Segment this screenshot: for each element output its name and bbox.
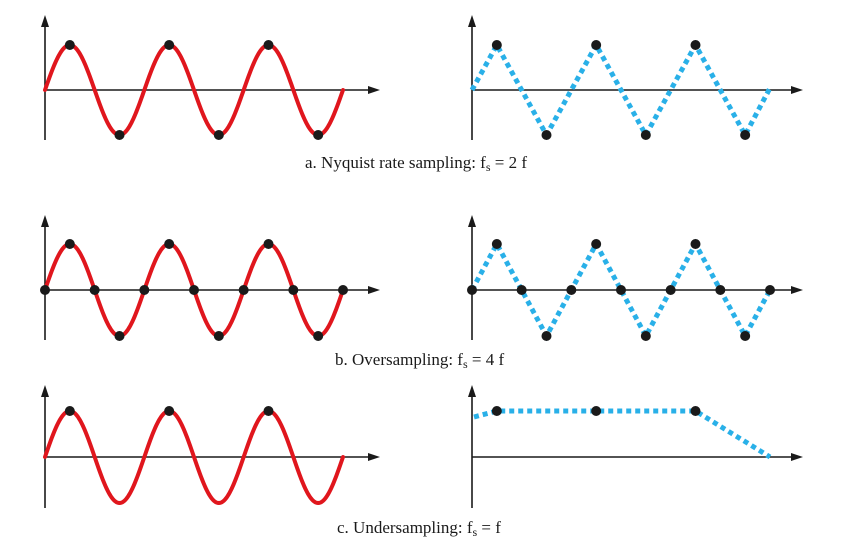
sample-point-right-1-11 [740,331,751,341]
sample-point-left-1-12 [338,285,348,295]
panel-1-original-y-arrow [41,215,49,227]
sample-point-right-1-6 [616,285,626,295]
sample-point-right-0-0 [491,40,502,50]
sample-point-right-0-2 [591,40,602,50]
sample-point-right-2-1 [591,406,602,416]
panel-2-original-y-arrow [41,385,49,397]
panel-0-reconstructed-y-arrow [468,15,476,27]
panel-0-original-x-arrow [368,86,380,94]
sample-point-left-0-2 [164,40,175,50]
sample-point-left-1-10 [288,285,299,295]
caption-undersampling: c. Undersampling: fs = f [337,518,501,539]
sample-point-left-1-6 [189,285,199,295]
sample-point-right-0-4 [690,40,701,50]
panel-1-reconstructed-x-arrow [791,286,803,294]
sample-point-right-1-9 [690,239,701,249]
panel-0-reconstructed-x-arrow [791,86,803,94]
caption-oversampling: b. Oversampling: fs = 4 f [335,350,505,371]
sample-point-left-0-5 [313,130,324,140]
sample-point-right-1-3 [541,331,552,341]
sample-point-right-1-10 [715,285,726,295]
sample-point-left-1-5 [164,239,175,249]
sample-point-right-0-1 [541,130,552,140]
sample-point-left-1-1 [64,239,75,249]
sample-point-left-1-4 [139,285,150,295]
sample-point-right-1-8 [665,285,676,295]
sample-point-right-1-4 [566,285,577,295]
sample-point-right-1-12 [765,285,775,295]
sample-point-left-2-1 [164,406,175,416]
sample-point-right-2-2 [690,406,701,416]
panel-2-reconstructed-x-arrow [791,453,803,461]
sample-point-right-1-0 [467,285,477,295]
sample-point-right-1-1 [491,239,502,249]
panel-1-reconstructed-y-arrow [468,215,476,227]
reconstructed-wave-0 [469,39,773,141]
sample-point-left-1-7 [213,331,224,341]
panel-0-original-y-arrow [41,15,49,27]
sample-point-left-0-1 [114,130,125,140]
panel-2-reconstructed-y-arrow [468,385,476,397]
sample-point-left-1-9 [263,239,274,249]
sine-wave-0 [43,42,345,138]
sample-point-left-2-2 [263,406,274,416]
caption-nyquist-rate: a. Nyquist rate sampling: fs = 2 f [305,153,527,174]
sample-point-left-1-8 [238,285,249,295]
panel-1-original-x-arrow [368,286,380,294]
sine-wave-2 [43,408,345,506]
sample-point-right-1-7 [640,331,651,341]
sample-point-left-1-2 [89,285,100,295]
sample-point-right-1-5 [591,239,602,249]
sample-point-left-2-0 [64,406,75,416]
sample-point-left-0-4 [263,40,274,50]
sample-point-right-2-0 [491,406,502,416]
sample-point-left-1-11 [313,331,324,341]
sample-point-left-0-3 [213,130,224,140]
sample-point-left-0-0 [64,40,75,50]
sample-point-left-1-3 [114,331,125,341]
sample-point-left-1-0 [40,285,50,295]
sample-point-right-0-3 [640,130,651,140]
panel-2-original-x-arrow [368,453,380,461]
sample-point-right-1-2 [516,285,527,295]
reconstructed-wave-2 [473,408,772,460]
sample-point-right-0-5 [740,130,751,140]
